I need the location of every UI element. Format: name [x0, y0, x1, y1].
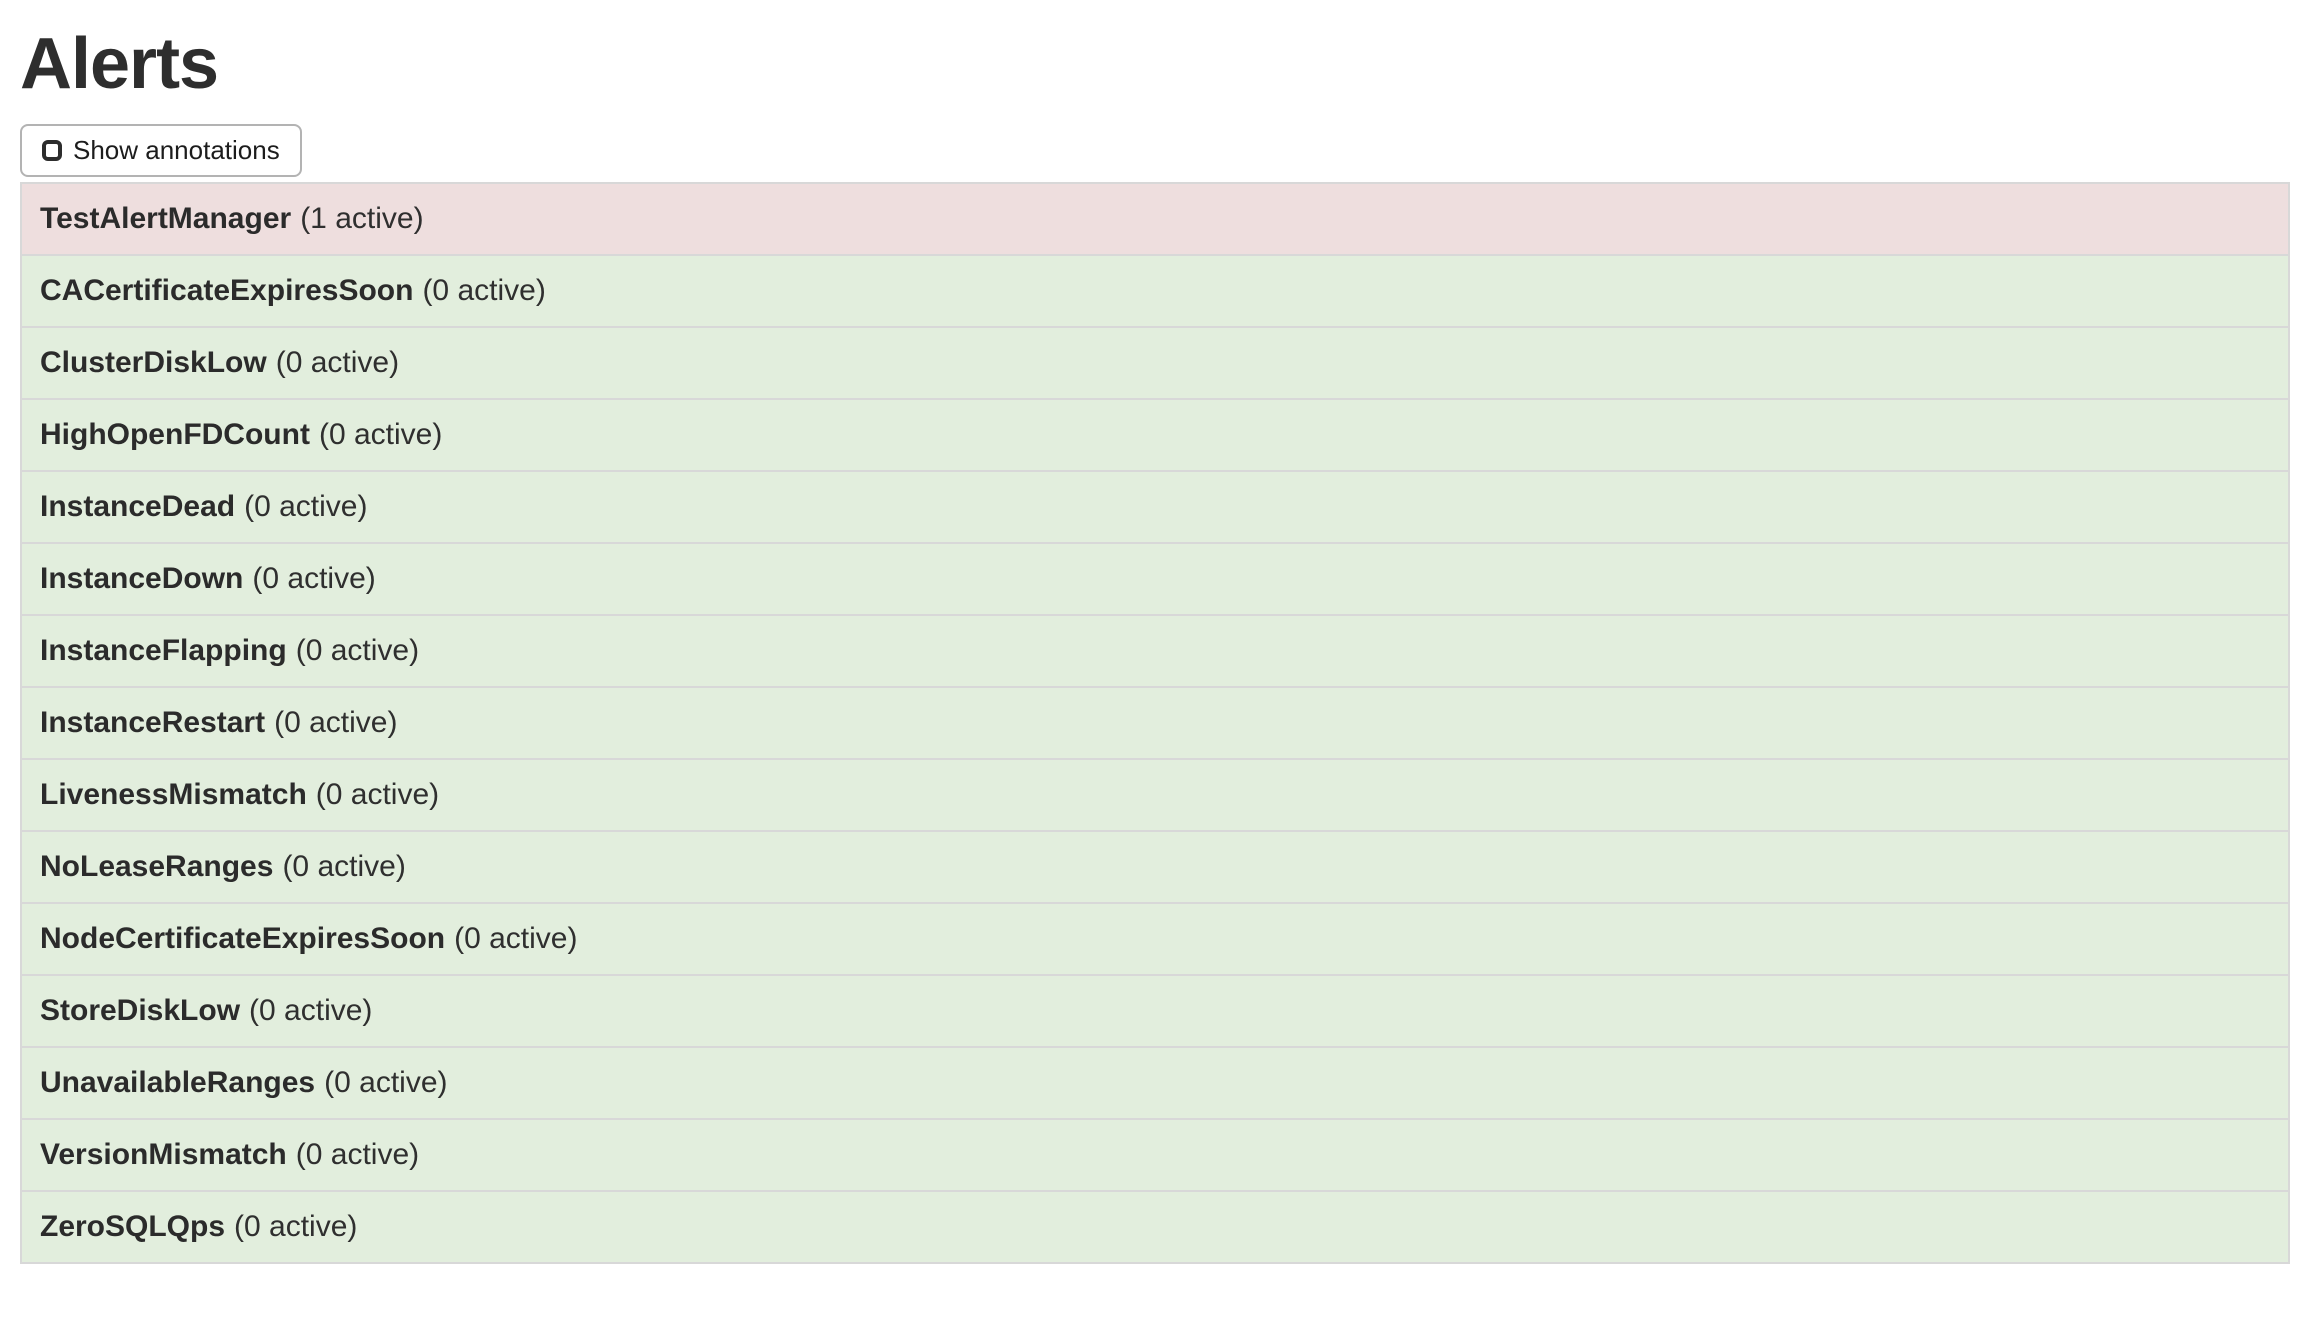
alert-active-count: (0 active)	[422, 274, 546, 307]
alert-name: InstanceDown	[40, 562, 244, 595]
alert-active-count: (0 active)	[315, 778, 440, 811]
alert-name: InstanceDead	[40, 490, 236, 523]
alert-active-count: (0 active)	[318, 418, 443, 451]
checkbox-unchecked-icon[interactable]	[42, 140, 62, 161]
alert-active-count: (0 active)	[274, 706, 398, 739]
alert-name: NodeCertificateExpiresSoon	[40, 922, 446, 955]
alert-name: InstanceRestart	[40, 706, 266, 739]
alert-row[interactable]: StoreDiskLow (0 active)	[22, 976, 2288, 1048]
alert-row[interactable]: InstanceFlapping (0 active)	[22, 616, 2288, 688]
alert-row[interactable]: InstanceRestart (0 active)	[22, 688, 2288, 760]
alert-active-count: (0 active)	[249, 994, 373, 1027]
alerts-list: TestAlertManager (1 active) CACertificateE…	[20, 182, 2290, 1264]
alert-row[interactable]: LivenessMismatch (0 active)	[22, 760, 2288, 832]
alert-active-count: (0 active)	[282, 850, 406, 883]
alert-active-count: (0 active)	[454, 922, 578, 955]
alert-name: UnavailableRanges	[40, 1066, 316, 1099]
alert-name: InstanceFlapping	[40, 634, 287, 667]
alert-name: NoLeaseRanges	[40, 850, 274, 883]
alert-active-count: (1 active)	[300, 202, 424, 235]
alerts-page: Alerts Show annotations TestAlertManager…	[20, 24, 2290, 1264]
alert-name: VersionMismatch	[40, 1138, 287, 1171]
alert-active-count: (0 active)	[252, 562, 376, 595]
alert-row[interactable]: CACertificateExpiresSoon (0 active)	[22, 256, 2288, 328]
alert-row[interactable]: InstanceDown (0 active)	[22, 544, 2288, 616]
alert-row[interactable]: UnavailableRanges (0 active)	[22, 1048, 2288, 1120]
alert-row[interactable]: InstanceDead (0 active)	[22, 472, 2288, 544]
page-title: Alerts	[20, 24, 219, 104]
alert-row[interactable]: TestAlertManager (1 active)	[22, 184, 2288, 256]
alert-active-count: (0 active)	[295, 634, 420, 667]
alert-name: CACertificateExpiresSoon	[40, 274, 414, 307]
show-annotations-button[interactable]: Show annotations	[20, 124, 302, 177]
alert-active-count: (0 active)	[324, 1066, 448, 1099]
alert-active-count: (0 active)	[234, 1210, 358, 1243]
alert-active-count: (0 active)	[275, 346, 400, 379]
alert-row[interactable]: ZeroSQLQps (0 active)	[22, 1192, 2288, 1264]
alert-name: HighOpenFDCount	[40, 418, 310, 451]
alert-name: ZeroSQLQps	[40, 1210, 226, 1243]
alert-row[interactable]: HighOpenFDCount (0 active)	[22, 400, 2288, 472]
alert-row[interactable]: NodeCertificateExpiresSoon (0 active)	[22, 904, 2288, 976]
alert-name: ClusterDiskLow	[40, 346, 267, 379]
alert-name: LivenessMismatch	[40, 778, 307, 811]
alert-active-count: (0 active)	[244, 490, 368, 523]
alert-name: StoreDiskLow	[40, 994, 241, 1027]
alert-active-count: (0 active)	[295, 1138, 420, 1171]
alert-row[interactable]: ClusterDiskLow (0 active)	[22, 328, 2288, 400]
alert-row[interactable]: VersionMismatch (0 active)	[22, 1120, 2288, 1192]
alert-row[interactable]: NoLeaseRanges (0 active)	[22, 832, 2288, 904]
show-annotations-label: Show annotations	[73, 135, 280, 165]
alert-name: TestAlertManager	[40, 202, 292, 235]
